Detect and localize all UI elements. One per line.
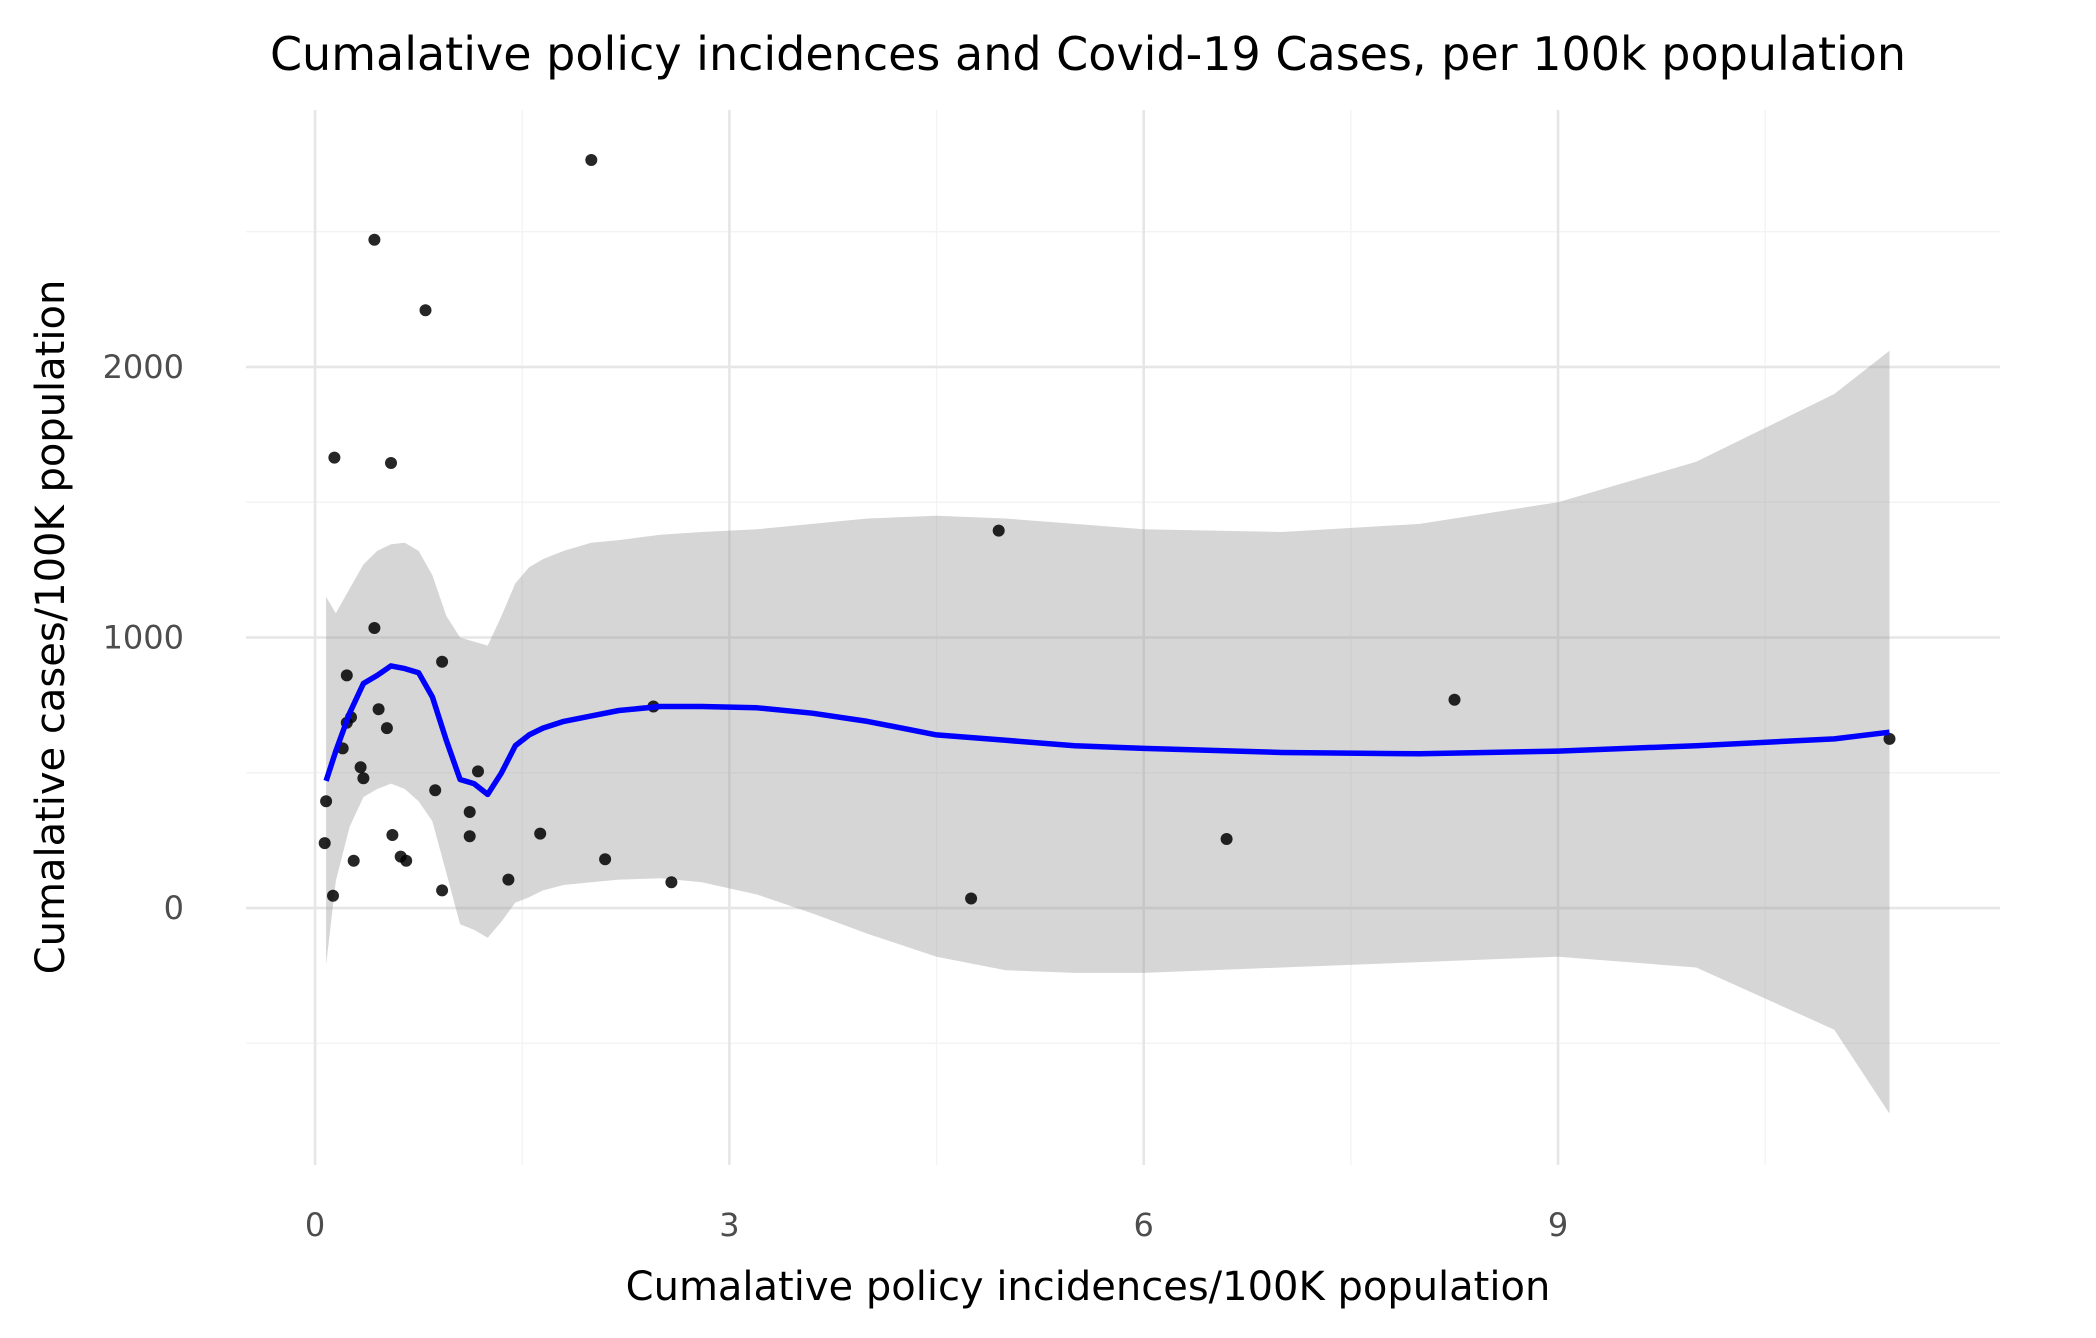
smooth-line-layer: [323, 663, 1890, 798]
data-point-1: [368, 233, 381, 246]
x-tick-label-3: 9: [1548, 1206, 1568, 1244]
data-point-3: [328, 451, 341, 464]
data-point-35: [327, 889, 339, 902]
data-point-33: [665, 876, 678, 889]
y-tick-label-0: 0: [164, 889, 184, 927]
x-axis-title: Cumalative policy incidences/100K popula…: [626, 1264, 1551, 1310]
x-tick-label-0: 0: [305, 1206, 325, 1244]
data-point-29: [400, 854, 413, 867]
data-point-27: [318, 837, 331, 850]
data-point-12: [380, 722, 393, 735]
smooth-line: [323, 663, 1890, 798]
data-point-20: [463, 806, 476, 818]
major-gridlines: [246, 110, 2000, 1165]
data-point-18: [1883, 732, 1896, 745]
data-point-25: [534, 827, 547, 840]
data-point-14: [354, 761, 367, 774]
data-point-34: [436, 884, 449, 897]
data-point-19: [429, 784, 442, 797]
data-point-21: [472, 765, 484, 778]
data-point-4: [385, 457, 397, 469]
confidence-band: [326, 350, 1890, 1114]
data-point-30: [347, 854, 360, 867]
data-point-8: [340, 669, 353, 682]
data-point-32: [502, 873, 515, 886]
y-tick-label-1: 1000: [103, 619, 184, 657]
y-axis-title: Cumalative cases/100K population: [28, 280, 74, 975]
data-point-2: [419, 304, 432, 317]
x-axis-ticks: 0 3 6 9: [305, 1206, 1568, 1244]
data-point-0: [585, 154, 598, 166]
scatter-points: [318, 154, 1896, 905]
data-point-24: [463, 830, 476, 843]
y-axis-ticks: 0 1000 2000: [103, 348, 184, 927]
confidence-band-layer: [326, 350, 1890, 1114]
data-point-31: [599, 853, 612, 866]
data-point-5: [992, 524, 1005, 537]
x-tick-label-2: 6: [1134, 1206, 1154, 1244]
data-point-6: [368, 622, 381, 634]
x-tick-label-1: 3: [719, 1206, 739, 1244]
minor-gridlines: [246, 110, 2000, 1165]
y-tick-label-2: 2000: [103, 348, 184, 386]
chart-title: Cumalative policy incidences and Covid-1…: [270, 27, 1906, 81]
data-point-26: [1220, 833, 1233, 845]
data-point-23: [386, 829, 399, 841]
data-point-15: [357, 772, 370, 785]
data-point-7: [436, 655, 449, 668]
data-point-36: [965, 892, 978, 905]
data-point-11: [372, 703, 385, 716]
data-point-17: [1448, 693, 1461, 706]
data-point-22: [320, 795, 333, 808]
